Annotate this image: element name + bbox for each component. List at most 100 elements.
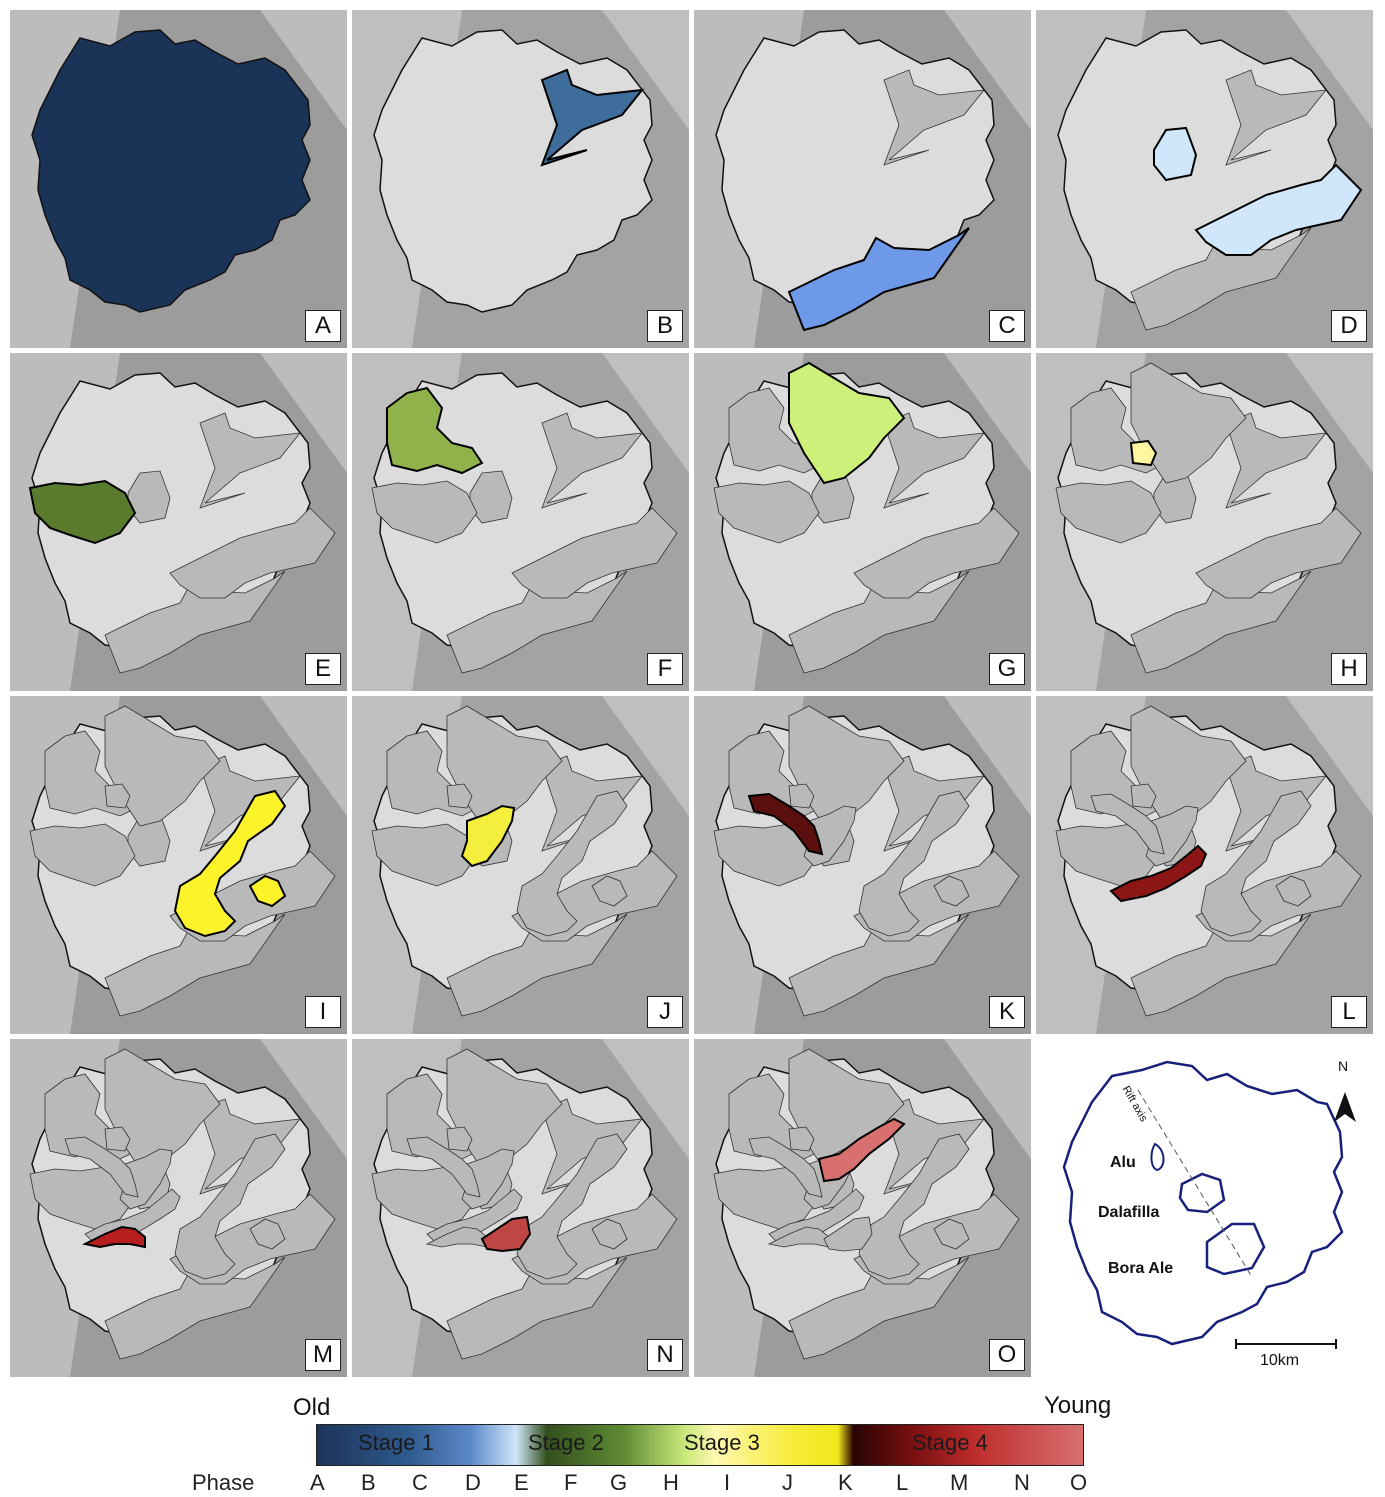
phase-flow-i [173, 789, 287, 938]
panel-label-f: F [647, 653, 683, 685]
panel-label-b: B [647, 310, 683, 342]
older-flow-b [883, 69, 985, 166]
map-svg-o [694, 1039, 1031, 1377]
phase-o: O [1070, 1470, 1088, 1495]
older-flow-k [406, 1136, 481, 1198]
phase-n: N [1014, 1470, 1030, 1495]
phase-flow-k [747, 792, 824, 856]
panel-label-o: O [989, 1339, 1025, 1371]
older-flow-k [1090, 793, 1165, 855]
older-flow-h [788, 1126, 815, 1152]
phase-m: M [950, 1470, 969, 1495]
phase-flow-e [28, 479, 137, 545]
phase-c: C [412, 1470, 428, 1495]
phase-flow-j [460, 804, 516, 868]
map-panel-f: F [352, 353, 689, 691]
older-flow-e [29, 823, 136, 887]
older-flow-k [64, 1136, 139, 1198]
map-svg-g [694, 353, 1031, 691]
bora-ale-label: Bora Ale [1108, 1260, 1174, 1277]
older-flow-h [104, 1126, 131, 1152]
older-flow-i [516, 790, 628, 937]
map-panel-m: M [10, 1039, 347, 1377]
map-panel-h: H [1036, 353, 1373, 691]
panel-label-j: J [647, 996, 683, 1028]
older-flow-e [1055, 823, 1162, 887]
older-flow-n [823, 1216, 873, 1252]
older-flow-e [371, 823, 478, 887]
older-flow-i [516, 1133, 628, 1280]
alu-outline [1150, 1142, 1165, 1172]
older-flow-c [1130, 913, 1312, 1017]
map-svg-d [1036, 10, 1373, 348]
alu-label: Alu [1110, 1154, 1136, 1171]
phase-j: J [782, 1470, 793, 1495]
older-flow-b [1225, 412, 1327, 509]
map-panel-o: O [694, 1039, 1031, 1377]
phase-l: L [896, 1470, 909, 1495]
phase-k: K [838, 1470, 853, 1495]
map-panel-k: K [694, 696, 1031, 1034]
older-flow-h [1130, 783, 1157, 809]
map-panel-c: C [694, 10, 1031, 348]
older-flow-b [883, 412, 985, 509]
map-svg-h [1036, 353, 1373, 691]
bora-ale-outline [1205, 1222, 1266, 1276]
volcano-outline [31, 29, 311, 313]
older-flow-c [446, 1256, 628, 1360]
older-flow-e [1055, 480, 1162, 544]
older-flow-c [788, 570, 970, 674]
phase-e: E [514, 1470, 529, 1495]
map-svg-a [10, 10, 347, 348]
phase-flow-m [81, 1225, 146, 1249]
age-colour-bar [316, 1424, 1084, 1466]
phase-flow-l [1109, 844, 1208, 903]
phase-g: G [610, 1470, 628, 1495]
older-flow-e [713, 480, 820, 544]
map-panel-e: E [10, 353, 347, 691]
older-flow-c [788, 913, 970, 1017]
map-svg-m [10, 1039, 347, 1377]
scale-label: 10km [1260, 1352, 1300, 1369]
phase-flow-g [788, 361, 906, 485]
panel-label-c: C [989, 310, 1025, 342]
older-flow-c [104, 913, 286, 1017]
phase-flow-h [1129, 439, 1158, 467]
map-panel-a: A [10, 10, 347, 348]
older-flow-h [446, 783, 473, 809]
older-flow-b [199, 412, 301, 509]
older-flow-c [446, 913, 628, 1017]
dalafilla-label: Dalafilla [1098, 1204, 1160, 1221]
old-label: Old [293, 1394, 331, 1421]
older-flow-c [104, 1256, 286, 1360]
panel-label-h: H [1331, 653, 1367, 685]
phase-a: A [310, 1470, 325, 1495]
map-panel-d: D [1036, 10, 1373, 348]
rift-axis-line [1137, 1089, 1253, 1278]
map-svg-e [10, 353, 347, 691]
panel-label-m: M [305, 1339, 341, 1371]
stage-1-label: Stage 1 [358, 1430, 434, 1455]
older-flow-i [1200, 790, 1312, 937]
older-flow-k [748, 1136, 823, 1198]
phase-d: D [465, 1470, 481, 1495]
older-flow-c [788, 1256, 970, 1360]
older-flow-c [104, 570, 286, 674]
map-panel-j: J [352, 696, 689, 1034]
older-flow-c [1130, 227, 1312, 331]
phase-flow-f [386, 386, 484, 475]
north-label: N [1338, 1058, 1349, 1074]
panel-label-d: D [1331, 310, 1367, 342]
map-svg-l [1036, 696, 1373, 1034]
map-svg-b [352, 10, 689, 348]
map-svg-f [352, 353, 689, 691]
older-flow-e [713, 823, 820, 887]
young-label: Young [1044, 1392, 1112, 1419]
phase-flow-d [1153, 126, 1363, 256]
stage-4-label: Stage 4 [912, 1430, 988, 1455]
map-panel-n: N [352, 1039, 689, 1377]
panel-label-l: L [1331, 996, 1367, 1028]
map-panel-i: I [10, 696, 347, 1034]
older-flow-e [713, 1166, 820, 1230]
map-svg-k [694, 696, 1031, 1034]
